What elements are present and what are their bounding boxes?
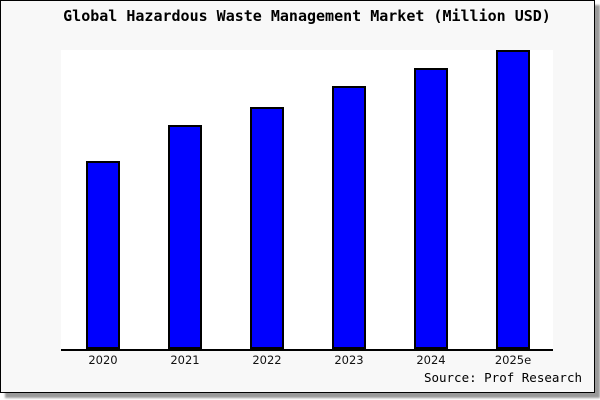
x-axis-label: 2020 — [88, 353, 118, 367]
bar-2021 — [168, 125, 202, 349]
x-axis-label: 2023 — [334, 353, 364, 367]
plot-area — [61, 50, 553, 351]
x-axis-label: 2021 — [170, 353, 200, 367]
x-axis-label: 2025e — [494, 353, 532, 367]
bar-2022 — [250, 107, 284, 349]
bar-2020 — [86, 161, 120, 349]
x-axis-label: 2024 — [416, 353, 446, 367]
bar-2025e — [496, 50, 530, 349]
chart-window: Global Hazardous Waste Management Market… — [0, 0, 595, 393]
bar-2024 — [414, 68, 448, 349]
source-credit: Source: Prof Research — [423, 370, 582, 385]
x-axis-label: 2022 — [252, 353, 282, 367]
bar-2023 — [332, 86, 366, 349]
chart-title: Global Hazardous Waste Management Market… — [63, 7, 551, 25]
